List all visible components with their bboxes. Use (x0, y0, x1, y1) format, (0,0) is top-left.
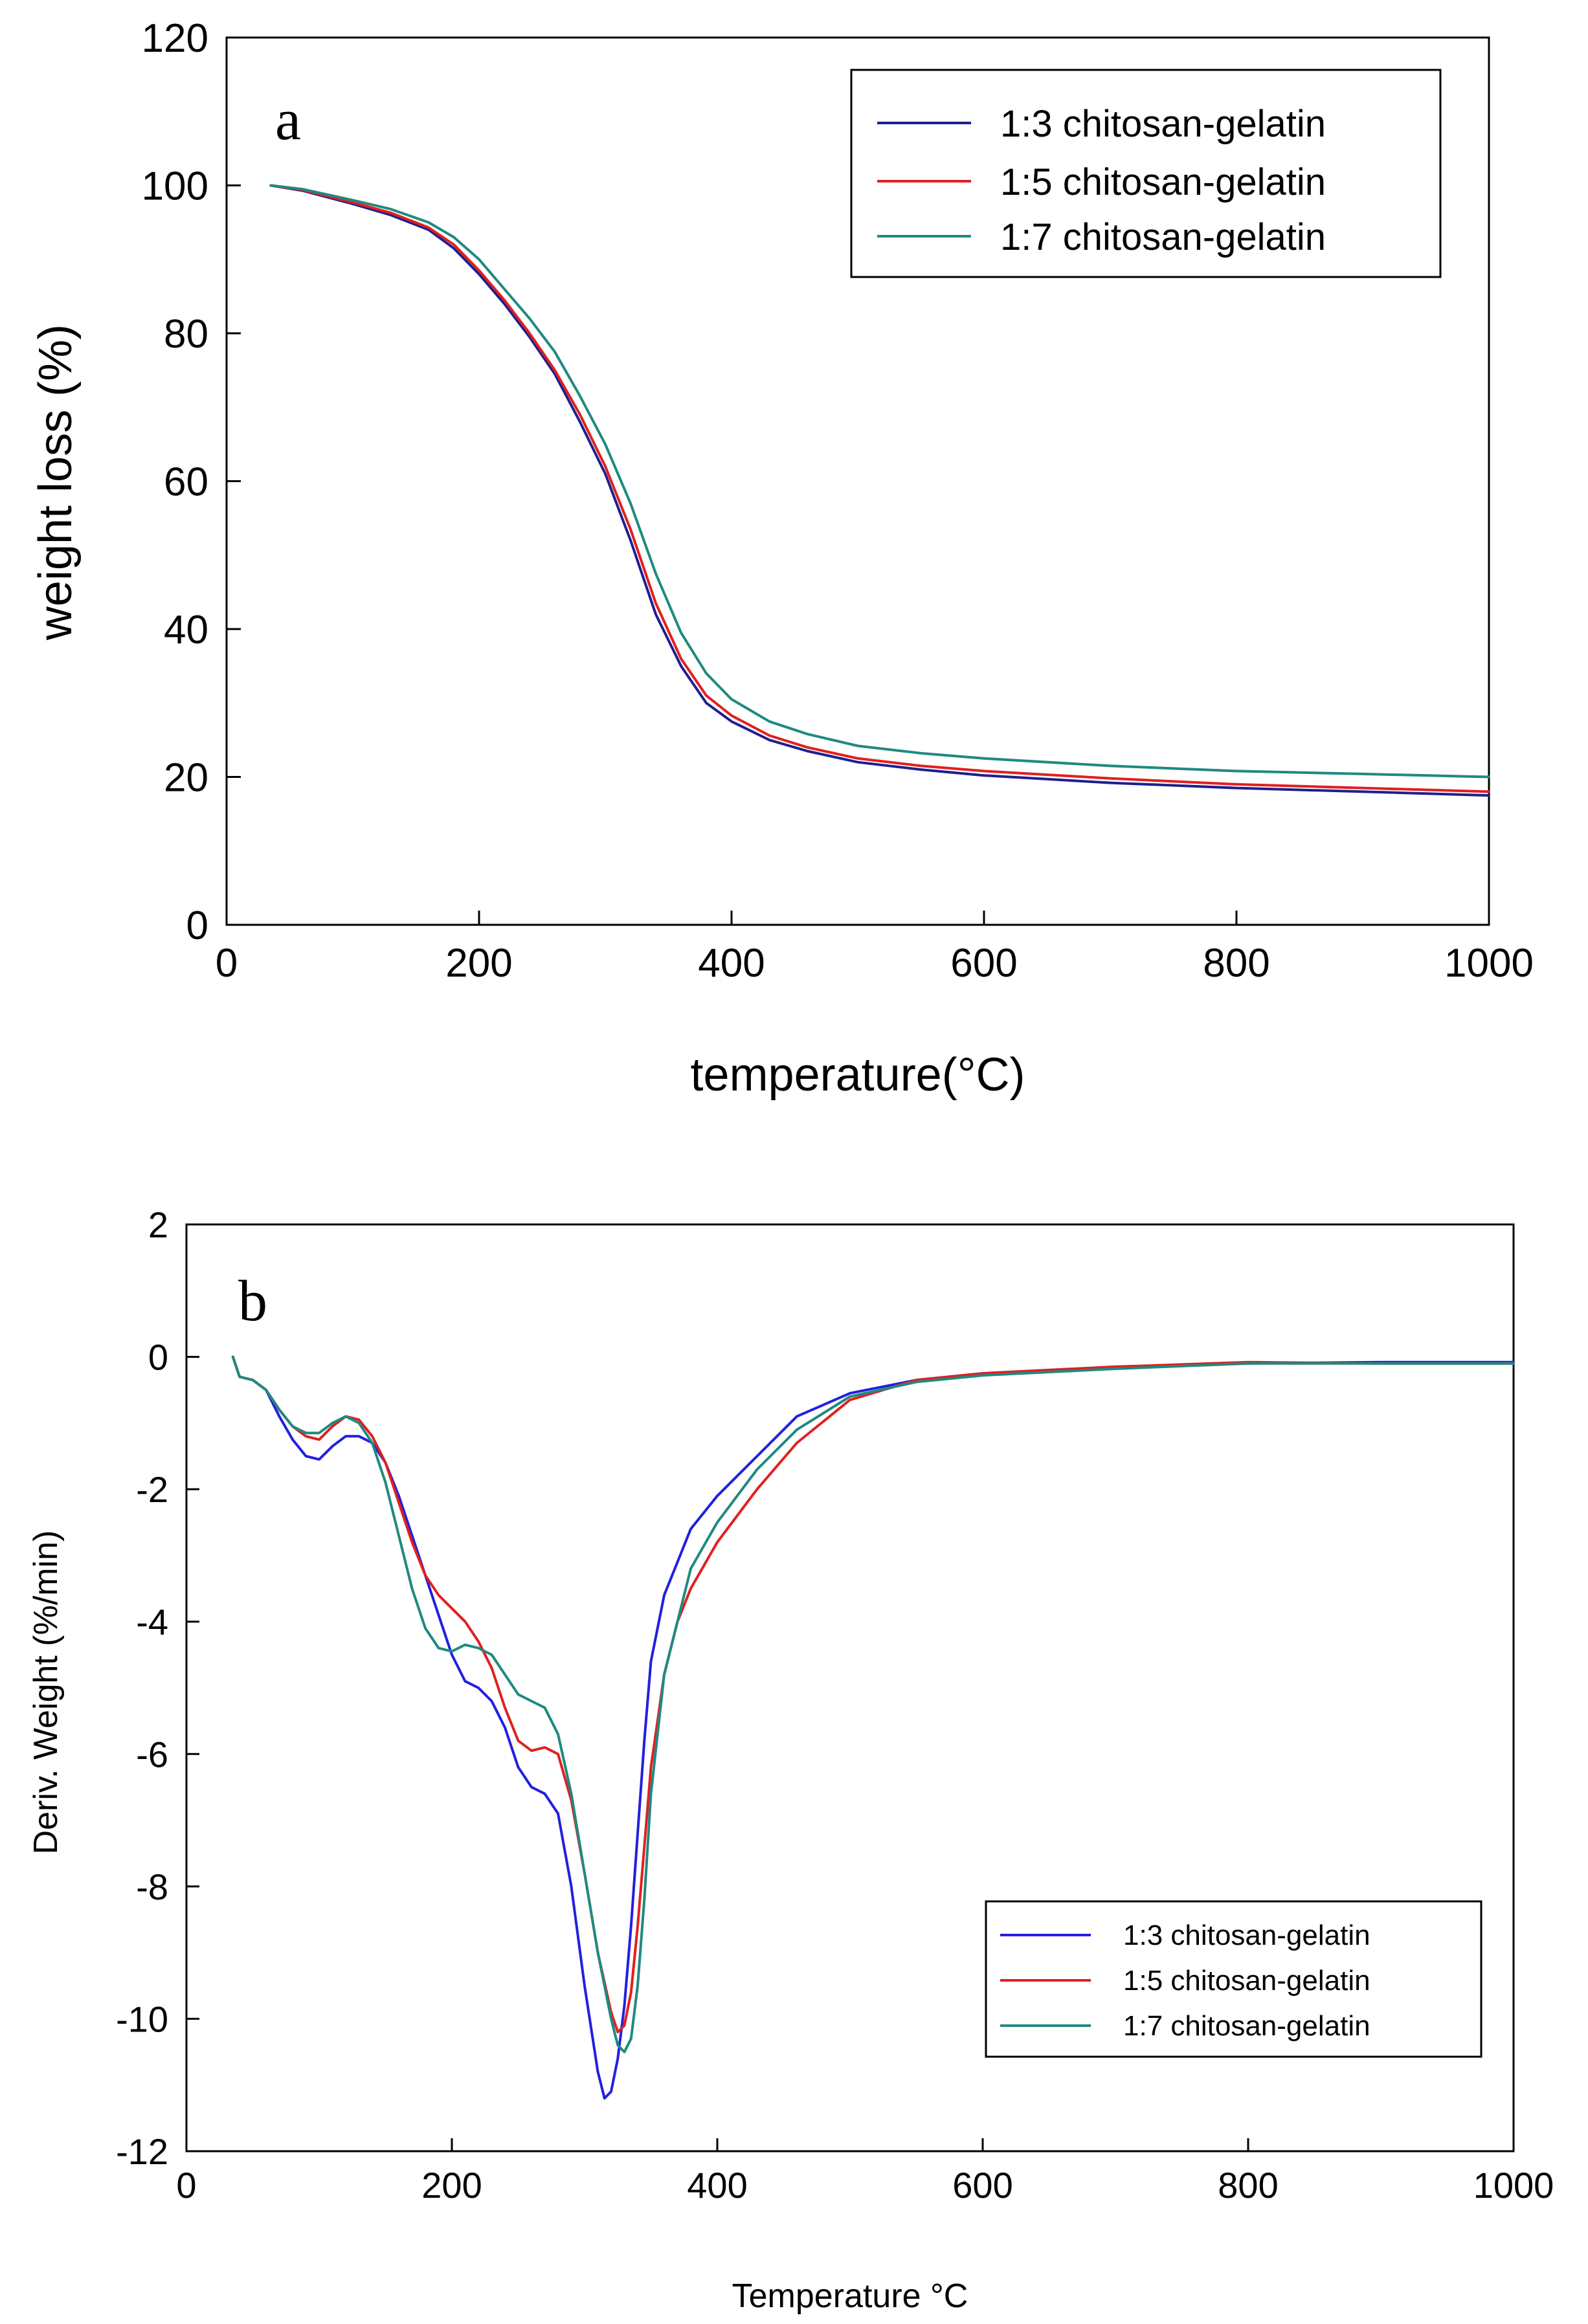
chart-b-y-tick-label: -12 (116, 2131, 168, 2172)
chart-b-x-tick-label: 200 (421, 2165, 482, 2206)
chart-a-y-tick-label: 100 (142, 164, 208, 209)
chart-b-y-tick-label: -4 (136, 1602, 168, 1643)
chart-a-legend: 1:3 chitosan-gelatin 1:5 chitosan-gelati… (850, 69, 1442, 278)
chart-b-legend-label-1-7: 1:7 chitosan-gelatin (1123, 2010, 1370, 2042)
chart-b: 0 200 400 600 800 1000 -12 -10 -8 -6 -4 -2 0 2 b Tem… (27, 1204, 1554, 2315)
chart-a-legend-label-1-7: 1:7 chitosan-gelatin (1000, 216, 1326, 258)
chart-a-x-tick-label: 1000 (1444, 941, 1534, 986)
chart-a-x-axis-label: temperature(°C) (691, 1049, 1025, 1101)
chart-b-legend: 1:3 chitosan-gelatin 1:5 chitosan-gelati… (985, 1900, 1482, 2058)
chart-b-legend-label-1-3: 1:3 chitosan-gelatin (1123, 1920, 1370, 1951)
chart-a-series-line-1 (269, 184, 1490, 797)
chart-b-x-tick-label: 600 (952, 2165, 1012, 2206)
chart-b-x-ticks: 0 200 400 600 800 1000 (176, 2138, 1554, 2206)
chart-a-y-tick-label: 120 (142, 16, 208, 61)
chart-a: 0 200 400 600 800 1000 0 20 40 60 80 100 120 a temp… (30, 16, 1534, 1101)
chart-b-y-tick-label: 2 (148, 1204, 168, 1245)
chart-a-y-ticks: 0 20 40 60 80 100 120 (142, 16, 241, 948)
chart-b-x-axis-label: Temperature °C (732, 2277, 968, 2315)
chart-a-x-tick-label: 0 (216, 941, 238, 986)
chart-b-x-tick-label: 800 (1218, 2165, 1278, 2206)
chart-a-y-tick-label: 80 (164, 312, 208, 357)
chart-a-legend-box (850, 69, 1442, 278)
chart-b-y-tick-label: -6 (136, 1734, 168, 1775)
chart-a-series-line-3 (269, 184, 1490, 779)
chart-b-series-lines (231, 1355, 1515, 2100)
chart-b-x-tick-label: 400 (687, 2165, 747, 2206)
chart-b-y-tick-label: -10 (116, 1998, 168, 2039)
chart-b-y-ticks: -12 -10 -8 -6 -4 -2 0 2 (116, 1204, 199, 2172)
chart-a-x-tick-label: 600 (950, 941, 1017, 986)
chart-a-x-tick-label: 200 (445, 941, 512, 986)
chart-b-series-line-3 (231, 1355, 1515, 2053)
chart-a-y-tick-label: 0 (186, 903, 208, 948)
chart-b-legend-label-1-5: 1:5 chitosan-gelatin (1123, 1965, 1370, 1997)
chart-a-series-line-2 (269, 184, 1490, 793)
chart-a-y-axis-label: weight loss (%) (30, 324, 82, 641)
chart-a-x-ticks: 0 200 400 600 800 1000 (216, 911, 1534, 986)
chart-b-plot-frame (185, 1223, 1515, 2152)
chart-a-panel-label: a (275, 88, 301, 152)
chart-b-series-line-1 (231, 1355, 1515, 2100)
chart-b-series-line-2 (231, 1355, 1515, 2033)
chart-a-y-tick-label: 60 (164, 460, 208, 505)
chart-a-legend-label-1-3: 1:3 chitosan-gelatin (1000, 103, 1326, 145)
chart-b-y-tick-label: 0 (148, 1337, 168, 1378)
chart-a-legend-label-1-5: 1:5 chitosan-gelatin (1000, 161, 1326, 203)
chart-b-panel-label: b (238, 1269, 267, 1333)
chart-b-y-tick-label: -8 (136, 1866, 168, 1907)
chart-a-series-lines (269, 184, 1490, 797)
chart-b-x-tick-label: 1000 (1473, 2165, 1554, 2206)
chart-b-y-tick-label: -2 (136, 1469, 168, 1510)
chart-a-x-tick-label: 400 (698, 941, 765, 986)
chart-b-y-axis-label: Deriv. Weight (%/min) (27, 1531, 65, 1855)
chart-b-x-tick-label: 0 (176, 2165, 196, 2206)
chart-a-x-tick-label: 800 (1203, 941, 1269, 986)
chart-a-y-tick-label: 20 (164, 756, 208, 801)
chart-a-y-tick-label: 40 (164, 608, 208, 652)
